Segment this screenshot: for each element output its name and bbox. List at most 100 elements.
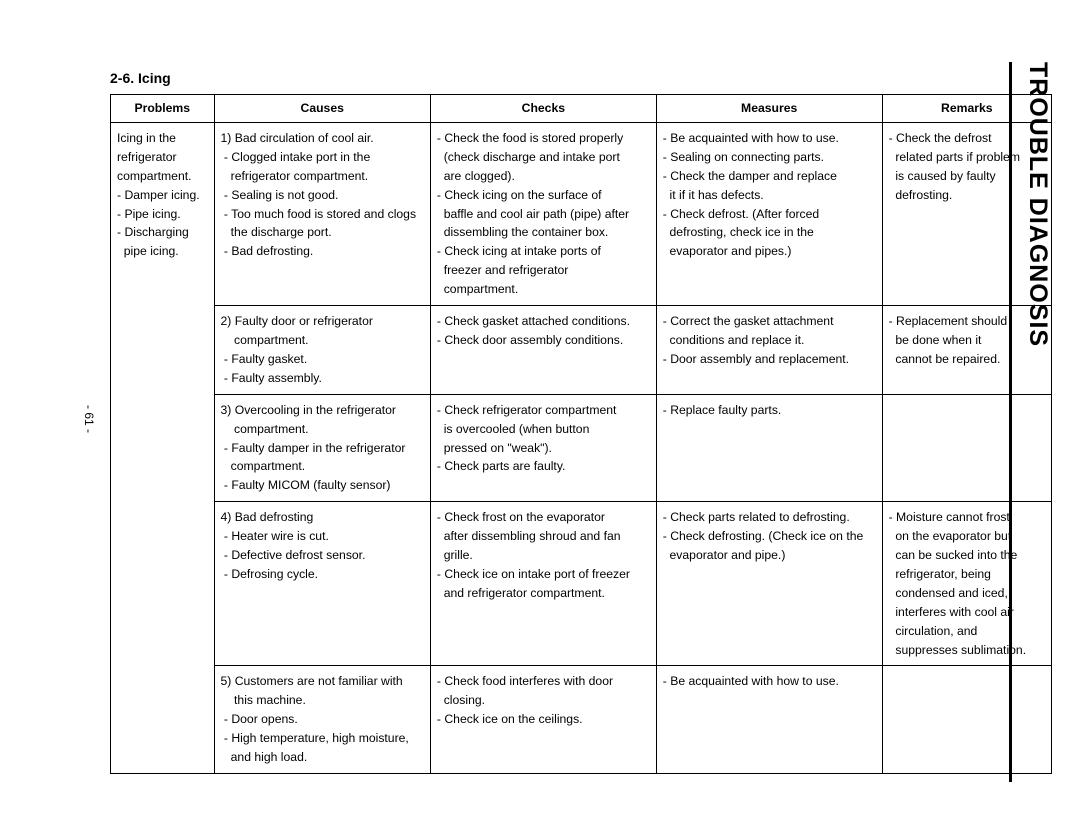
cell-problems: Icing in therefrigeratorcompartment.- Da… <box>111 122 215 773</box>
text-line: - Sealing on connecting parts. <box>663 148 876 167</box>
cell-measures: - Be acquainted with how to use. <box>656 666 882 774</box>
table-body: Icing in therefrigeratorcompartment.- Da… <box>111 122 1052 773</box>
text-line: - Bad defrosting. <box>221 242 424 261</box>
text-line: is overcooled (when button <box>437 420 650 439</box>
cell-checks: - Check frost on the evaporator after di… <box>430 502 656 666</box>
cell-measures: - Replace faulty parts. <box>656 394 882 502</box>
text-line: - Moisture cannot frost <box>889 508 1045 527</box>
cell-checks: - Check food interferes with door closin… <box>430 666 656 774</box>
text-line: refrigerator, being <box>889 565 1045 584</box>
text-line: - Faulty assembly. <box>221 369 424 388</box>
text-line: - Replace faulty parts. <box>663 401 876 420</box>
header-checks: Checks <box>430 95 656 123</box>
text-line: - Check gasket attached conditions. <box>437 312 650 331</box>
text-line: - Check frost on the evaporator <box>437 508 650 527</box>
text-line: - Check refrigerator compartment <box>437 401 650 420</box>
table-row: 3) Overcooling in the refrigerator compa… <box>111 394 1052 502</box>
cell-checks: - Check gasket attached conditions.- Che… <box>430 306 656 395</box>
cell-causes: 1) Bad circulation of cool air. - Clogge… <box>214 122 430 305</box>
cell-causes: 5) Customers are not familiar with this … <box>214 666 430 774</box>
text-line: compartment. <box>221 457 424 476</box>
header-remarks: Remarks <box>882 95 1051 123</box>
text-line: circulation, and <box>889 622 1045 641</box>
text-line: compartment. <box>117 167 208 186</box>
header-problems: Problems <box>111 95 215 123</box>
text-line: the discharge port. <box>221 223 424 242</box>
text-line: - Heater wire is cut. <box>221 527 424 546</box>
text-line: it if it has defects. <box>663 186 876 205</box>
text-line: evaporator and pipe.) <box>663 546 876 565</box>
text-line: pipe icing. <box>117 242 208 261</box>
page-container: 2-6. Icing Problems Causes Checks Measur… <box>0 0 1080 814</box>
text-line: - Be acquainted with how to use. <box>663 129 876 148</box>
text-line: are clogged). <box>437 167 650 186</box>
table-row: Icing in therefrigeratorcompartment.- Da… <box>111 122 1052 305</box>
text-line: - Check door assembly conditions. <box>437 331 650 350</box>
text-line: and refrigerator compartment. <box>437 584 650 603</box>
text-line: - Sealing is not good. <box>221 186 424 205</box>
text-line: defrosting, check ice in the <box>663 223 876 242</box>
text-line: this machine. <box>221 691 424 710</box>
text-line: cannot be repaired. <box>889 350 1045 369</box>
text-line: conditions and replace it. <box>663 331 876 350</box>
text-line: refrigerator compartment. <box>221 167 424 186</box>
section-title: 2-6. Icing <box>110 70 1052 86</box>
text-line: refrigerator <box>117 148 208 167</box>
text-line: pressed on "weak"). <box>437 439 650 458</box>
text-line: freezer and refrigerator <box>437 261 650 280</box>
text-line: (check discharge and intake port <box>437 148 650 167</box>
text-line: - Check parts related to defrosting. <box>663 508 876 527</box>
text-line: - Check the damper and replace <box>663 167 876 186</box>
text-line: - Check ice on intake port of freezer <box>437 565 650 584</box>
text-line: dissembling the container box. <box>437 223 650 242</box>
text-line: - Door assembly and replacement. <box>663 350 876 369</box>
text-line: suppresses sublimation. <box>889 641 1045 660</box>
text-line: - Check the defrost <box>889 129 1045 148</box>
text-line: - Faulty MICOM (faulty sensor) <box>221 476 424 495</box>
cell-remarks <box>882 666 1051 774</box>
text-line: - Check icing on the surface of <box>437 186 650 205</box>
header-measures: Measures <box>656 95 882 123</box>
cell-measures: - Be acquainted with how to use.- Sealin… <box>656 122 882 305</box>
cell-checks: - Check the food is stored properly (che… <box>430 122 656 305</box>
cell-remarks <box>882 394 1051 502</box>
cell-causes: 2) Faulty door or refrigerator compartme… <box>214 306 430 395</box>
cell-causes: 4) Bad defrosting - Heater wire is cut. … <box>214 502 430 666</box>
cell-checks: - Check refrigerator compartment is over… <box>430 394 656 502</box>
text-line: compartment. <box>221 331 424 350</box>
text-line: Icing in the <box>117 129 208 148</box>
cell-remarks: - Check the defrost related parts if pro… <box>882 122 1051 305</box>
text-line: and high load. <box>221 748 424 767</box>
text-line: related parts if problem <box>889 148 1045 167</box>
cell-remarks: - Replacement should be done when it can… <box>882 306 1051 395</box>
text-line: - Door opens. <box>221 710 424 729</box>
text-line: condensed and iced, <box>889 584 1045 603</box>
text-line: - Pipe icing. <box>117 205 208 224</box>
text-line: on the evaporator but <box>889 527 1045 546</box>
cell-measures: - Check parts related to defrosting.- Ch… <box>656 502 882 666</box>
cell-measures: - Correct the gasket attachment conditio… <box>656 306 882 395</box>
table-row: 4) Bad defrosting - Heater wire is cut. … <box>111 502 1052 666</box>
text-line: - Replacement should <box>889 312 1045 331</box>
cell-remarks: - Moisture cannot frost on the evaporato… <box>882 502 1051 666</box>
text-line: closing. <box>437 691 650 710</box>
text-line: - Defective defrost sensor. <box>221 546 424 565</box>
text-line: be done when it <box>889 331 1045 350</box>
text-line: after dissembling shroud and fan <box>437 527 650 546</box>
text-line: interferes with cool air <box>889 603 1045 622</box>
text-line: is caused by faulty <box>889 167 1045 186</box>
text-line: - Check icing at intake ports of <box>437 242 650 261</box>
text-line: 5) Customers are not familiar with <box>221 672 424 691</box>
text-line: - Damper icing. <box>117 186 208 205</box>
header-causes: Causes <box>214 95 430 123</box>
text-line: 3) Overcooling in the refrigerator <box>221 401 424 420</box>
table-row: 5) Customers are not familiar with this … <box>111 666 1052 774</box>
text-line: - Clogged intake port in the <box>221 148 424 167</box>
text-line: - Check ice on the ceilings. <box>437 710 650 729</box>
text-line: - Be acquainted with how to use. <box>663 672 876 691</box>
text-line: - Check defrosting. (Check ice on the <box>663 527 876 546</box>
text-line: baffle and cool air path (pipe) after <box>437 205 650 224</box>
text-line: - Check the food is stored properly <box>437 129 650 148</box>
text-line: compartment. <box>437 280 650 299</box>
text-line: - Too much food is stored and clogs <box>221 205 424 224</box>
